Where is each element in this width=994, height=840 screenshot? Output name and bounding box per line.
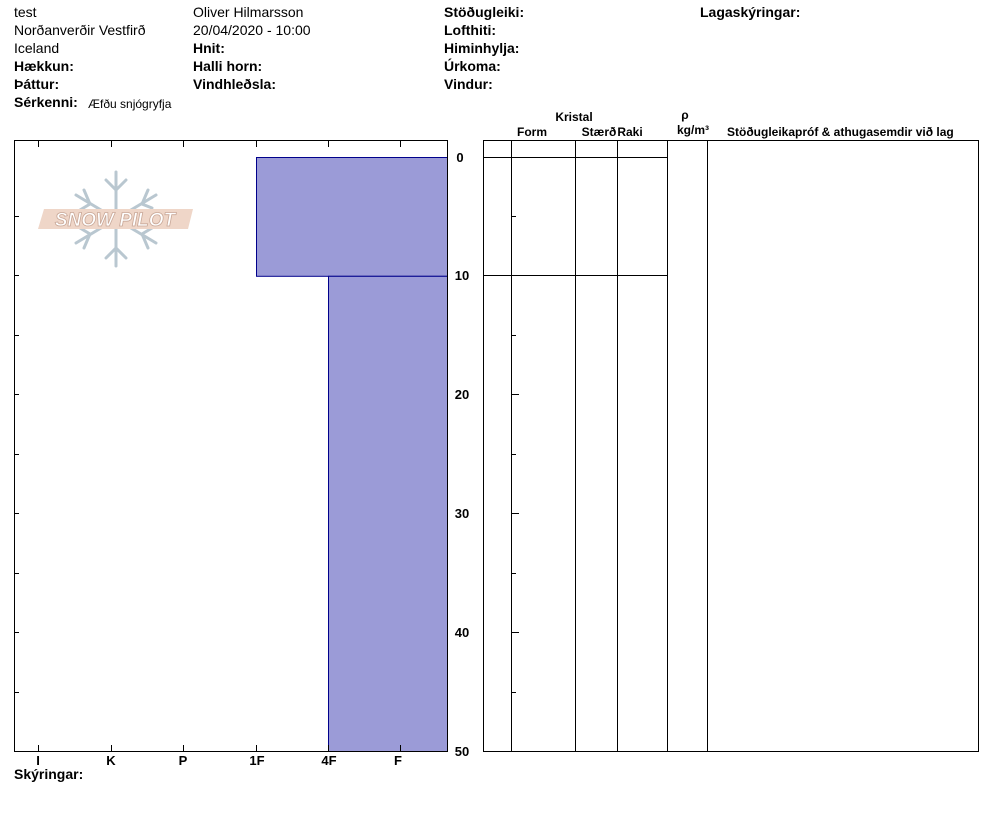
- sky-cover-label: Himinhylja:: [444, 40, 520, 56]
- country-name: Iceland: [14, 40, 60, 56]
- depth-label: 0: [456, 150, 463, 165]
- moisture-header: Raki: [617, 125, 642, 139]
- depth-label: 40: [455, 625, 469, 640]
- size-header: Stærð: [582, 125, 617, 139]
- hardness-label: K: [106, 753, 116, 768]
- region-name: Norðanverðir Vestfirð: [14, 22, 146, 38]
- hardness-bars: [256, 157, 448, 752]
- hardness-label: I: [36, 753, 40, 768]
- air-temp-label: Lofthiti:: [444, 22, 497, 38]
- comments-header: Stöðugleikapróf & athugasemdir við lag: [727, 125, 954, 139]
- hardness-plot-frame: [14, 140, 448, 752]
- observer-role-label: Þáttur:: [14, 76, 60, 92]
- depth-label: 30: [455, 506, 469, 521]
- density-unit-header: kg/m³: [677, 123, 709, 137]
- features-label: Sérkenni:: [14, 94, 78, 110]
- stability-label: Stöðugleiki:: [444, 4, 525, 20]
- form-header: Form: [517, 125, 547, 139]
- wind-label: Vindur:: [444, 76, 493, 92]
- slope-angle-label: Halli horn:: [193, 58, 263, 74]
- features-value: Æfðu snjógryfja: [88, 97, 172, 111]
- observer-name: Oliver Hilmarsson: [193, 4, 304, 20]
- site-name: test: [14, 4, 37, 20]
- elevation-label: Hækkun:: [14, 58, 74, 74]
- precipitation-label: Úrkoma:: [444, 58, 501, 74]
- depth-label: 50: [455, 744, 469, 759]
- layer-table: [483, 140, 979, 752]
- depth-label: 20: [455, 387, 469, 402]
- hardness-label: 4F: [321, 753, 336, 768]
- table-depth-ticks: [483, 157, 519, 693]
- depth-label: 10: [455, 268, 469, 283]
- snowpilot-logo: SNOW PILOT: [38, 170, 193, 268]
- notes-label: Skýringar:: [14, 766, 84, 782]
- hardness-label: F: [394, 753, 402, 768]
- left-depth-ticks: [14, 216, 19, 693]
- crystal-header: Kristal: [555, 110, 592, 124]
- logo-text: SNOW PILOT: [55, 210, 177, 231]
- observation-datetime: 20/04/2020 - 10:00: [193, 22, 311, 38]
- layer-legend-label: Lagaskýringar:: [700, 4, 801, 20]
- hardness-label: P: [179, 753, 188, 768]
- hardness-layer-bar: [256, 157, 448, 277]
- top-hardness-ticks: [38, 140, 401, 147]
- hardness-layer-bar: [328, 275, 448, 752]
- rho-header: ρ: [681, 108, 688, 122]
- coords-label: Hnit:: [193, 40, 225, 56]
- bottom-hardness-ticks: [38, 745, 401, 752]
- wind-loading-label: Vindhleðsla:: [193, 76, 276, 92]
- hardness-label: 1F: [249, 753, 264, 768]
